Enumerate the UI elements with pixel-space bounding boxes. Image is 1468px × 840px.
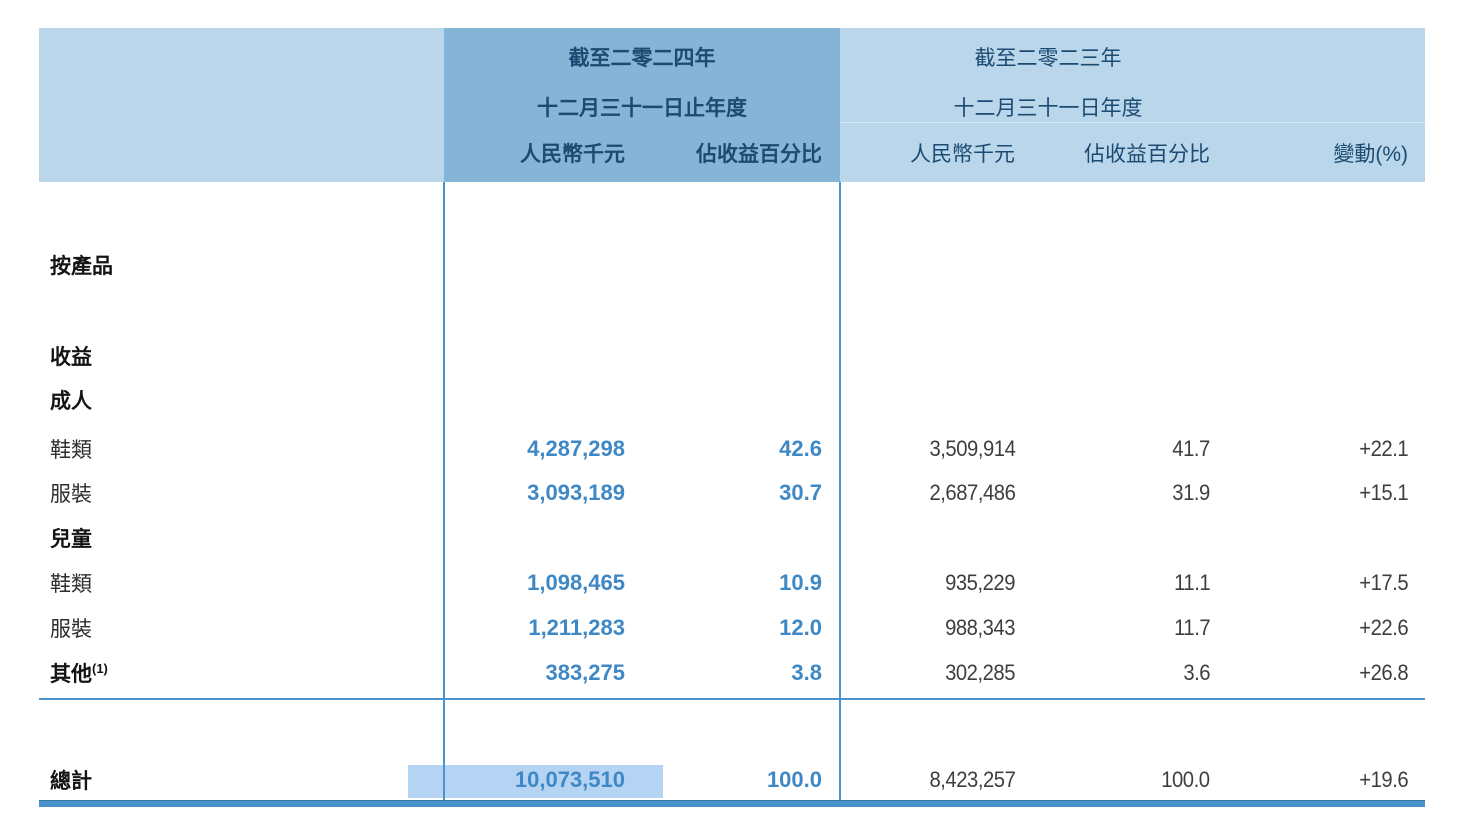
cell-2024-amount: 3,093,189: [527, 480, 625, 505]
cell-change: +17.5: [1359, 570, 1408, 595]
row-label: 服裝: [50, 618, 92, 641]
cell-2024-pct: 42.6: [779, 436, 822, 461]
table-row-revenue: 收益: [39, 334, 1425, 378]
cell-2023-amount: 988,343: [945, 615, 1015, 640]
column-header-change: 變動(%): [1333, 143, 1408, 166]
cell-2023-pct: 11.1: [1173, 570, 1211, 595]
table-row-adult-apparel: 服裝 3,093,189 30.7 2,687,486 31.9 +15.1: [39, 471, 1425, 515]
cell-2024-amount: 4,287,298: [527, 436, 625, 461]
header-2023-line1: 截至二零二三年: [974, 47, 1122, 70]
cell-2023-pct: 31.9: [1172, 480, 1210, 505]
cell-change: +15.1: [1359, 480, 1408, 505]
selection-highlight: [408, 765, 663, 798]
header-2024-line1: 截至二零二四年: [568, 47, 716, 70]
header-bg-left: [39, 28, 444, 182]
cell-change: +26.8: [1359, 660, 1408, 685]
header-bg-2023-group: [840, 28, 1425, 182]
column-header-2024-pct: 佔收益百分比: [696, 143, 822, 166]
cell-change: +19.6: [1359, 767, 1408, 792]
cell-2024-pct: 3.8: [791, 660, 822, 685]
cell-2024-amount: 1,098,465: [527, 570, 625, 595]
row-label: 成人: [50, 390, 92, 413]
header-2024-line2: 十二月三十一日止年度: [537, 97, 747, 120]
cell-2024-amount: 1,211,283: [528, 615, 625, 640]
table-row-adults: 成人: [39, 378, 1425, 422]
cell-change: +22.6: [1359, 615, 1408, 640]
cell-2023-pct: 3.6: [1183, 660, 1210, 685]
row-label: 兒童: [50, 528, 92, 551]
cell-2023-pct: 11.7: [1173, 615, 1211, 640]
vertical-rule-left: [443, 182, 445, 800]
header-separator-line: [840, 122, 1425, 123]
section-row: 按產品: [39, 243, 1425, 287]
vertical-rule-right: [839, 182, 841, 800]
row-label: 其他(1): [50, 661, 108, 686]
cell-2024-pct: 10.9: [779, 570, 822, 595]
table-row-others: 其他(1) 383,275 3.8 302,285 3.6 +26.8: [39, 651, 1425, 695]
section-label: 按產品: [50, 255, 113, 278]
cell-2024-amount: 10,073,510: [514, 767, 625, 792]
row-label: 收益: [50, 346, 92, 369]
table-row-total: 總計 10,073,510 100.0 8,423,257 100.0 +19.…: [39, 758, 1425, 802]
cell-2023-pct: 100.0: [1161, 767, 1211, 792]
cell-2023-pct: 41.7: [1172, 436, 1210, 461]
table-row-children: 兒童: [39, 516, 1425, 560]
column-header-2023-pct: 佔收益百分比: [1084, 143, 1210, 166]
row-label: 鞋類: [50, 439, 92, 462]
cell-2023-amount: 935,229: [945, 570, 1015, 595]
row-label: 鞋類: [50, 573, 92, 596]
cell-2024-pct: 100.0: [766, 767, 822, 792]
row-label: 總計: [50, 770, 92, 793]
cell-change: +22.1: [1359, 436, 1408, 461]
cell-2023-amount: 2,687,486: [929, 480, 1015, 505]
table-row-adult-footwear: 鞋類 4,287,298 42.6 3,509,914 41.7 +22.1: [39, 427, 1425, 471]
cell-2024-amount: 383,275: [545, 660, 625, 685]
cell-2024-pct: 30.7: [779, 480, 822, 505]
header-2023-line2: 十二月三十一日年度: [953, 97, 1143, 120]
row-label: 服裝: [50, 483, 92, 506]
cell-2023-amount: 3,509,914: [929, 436, 1015, 461]
header-bg-2024-group: [444, 28, 840, 182]
column-header-2024-amount: 人民幣千元: [520, 143, 625, 166]
cell-2023-amount: 302,285: [945, 660, 1015, 685]
bottom-rule: [39, 800, 1425, 807]
column-header-row: 人民幣千元 佔收益百分比 人民幣千元 佔收益百分比 變動(%): [39, 140, 1425, 170]
divider-line: [39, 698, 1425, 700]
cell-2023-amount: 8,423,257: [929, 767, 1015, 792]
table-row-children-footwear: 鞋類 1,098,465 10.9 935,229 11.1 +17.5: [39, 561, 1425, 605]
cell-2024-pct: 12.0: [779, 615, 822, 640]
table-row-children-apparel: 服裝 1,211,283 12.0 988,343 11.7 +22.6: [39, 606, 1425, 650]
footnote-marker: (1): [92, 661, 108, 676]
column-header-2023-amount: 人民幣千元: [910, 143, 1015, 166]
